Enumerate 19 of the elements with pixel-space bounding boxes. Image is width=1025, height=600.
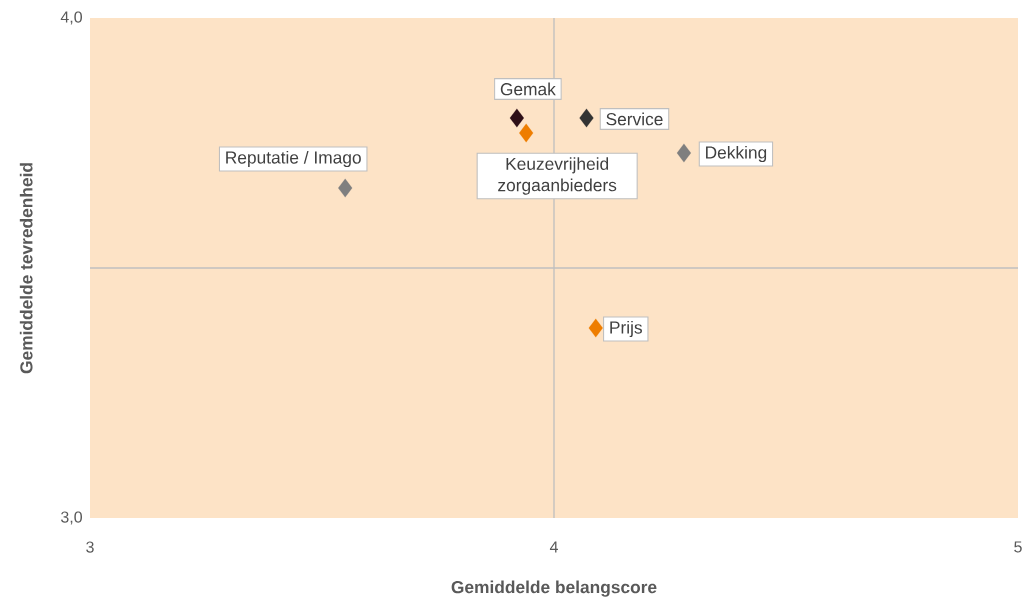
series-label: Service	[606, 112, 663, 126]
series-label: Reputatie / Imago	[226, 150, 361, 168]
x-tick-label: 5	[1014, 541, 1022, 553]
point	[338, 178, 353, 198]
series-label: Keuzevrijheid zorgaanbieders	[498, 157, 617, 195]
point	[588, 318, 603, 338]
x-tick-label: 4	[549, 541, 558, 553]
point	[509, 108, 524, 128]
series-label: Dekking	[706, 145, 767, 163]
series-label: Gemak	[500, 82, 556, 96]
x-axis-title: Gemiddelde belangscore	[451, 580, 657, 597]
point	[519, 123, 534, 143]
y-axis-title: Gemiddelde tevredenheid	[19, 163, 33, 374]
series-label: Prijs	[610, 320, 642, 338]
y-tick-label: 3,0	[60, 511, 83, 525]
y-tick-label: 4,0	[60, 11, 83, 25]
point	[579, 108, 594, 128]
x-tick-label: 3	[86, 541, 94, 553]
point	[676, 143, 691, 163]
